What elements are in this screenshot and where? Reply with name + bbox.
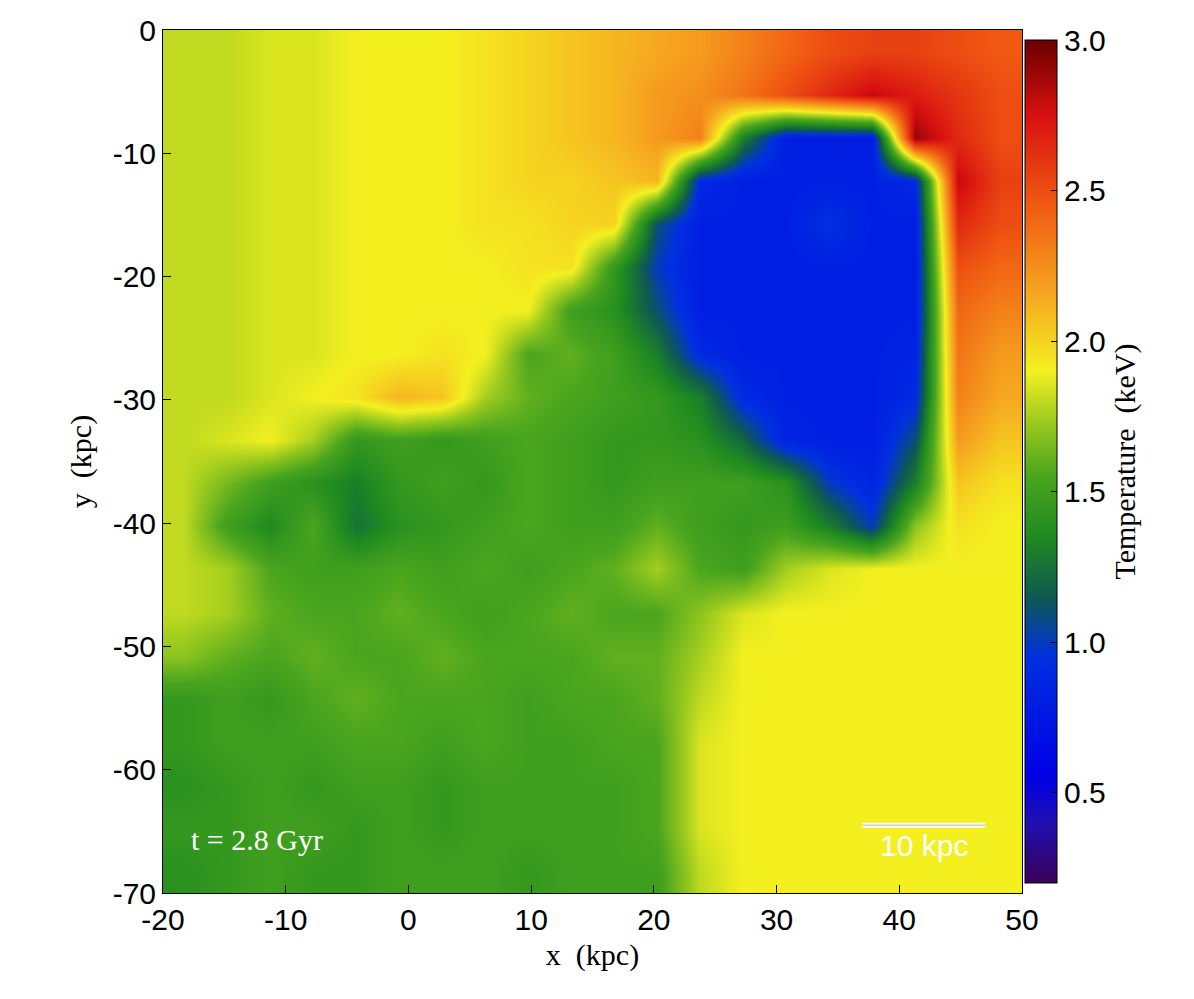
svg-text:1.5: 1.5 xyxy=(1064,475,1106,508)
svg-text:2.0: 2.0 xyxy=(1064,325,1106,358)
svg-text:30: 30 xyxy=(760,903,793,936)
svg-text:t = 2.8 Gyr: t = 2.8 Gyr xyxy=(191,823,323,856)
svg-text:-10: -10 xyxy=(113,137,156,170)
svg-text:50: 50 xyxy=(1005,903,1038,936)
svg-text:10 kpc: 10 kpc xyxy=(880,829,968,862)
svg-text:-60: -60 xyxy=(113,753,156,786)
svg-text:1.0: 1.0 xyxy=(1064,626,1106,659)
svg-text:Temperature (keV): Temperature (keV) xyxy=(1108,343,1142,579)
svg-text:-20: -20 xyxy=(141,903,184,936)
svg-text:-40: -40 xyxy=(113,507,156,540)
svg-text:10: 10 xyxy=(514,903,547,936)
svg-text:40: 40 xyxy=(883,903,916,936)
svg-text:-10: -10 xyxy=(264,903,307,936)
svg-text:-20: -20 xyxy=(113,260,156,293)
svg-text:20: 20 xyxy=(637,903,670,936)
svg-text:-30: -30 xyxy=(113,383,156,416)
svg-text:0.5: 0.5 xyxy=(1064,776,1106,809)
svg-text:2.5: 2.5 xyxy=(1064,174,1106,207)
svg-text:3.0: 3.0 xyxy=(1064,24,1106,57)
svg-text:x (kpc): x (kpc) xyxy=(546,938,639,972)
svg-text:-50: -50 xyxy=(113,630,156,663)
svg-text:0: 0 xyxy=(400,903,417,936)
svg-text:0: 0 xyxy=(139,14,156,47)
svg-text:y (kpc): y (kpc) xyxy=(64,415,98,508)
svg-text:-70: -70 xyxy=(113,877,156,910)
